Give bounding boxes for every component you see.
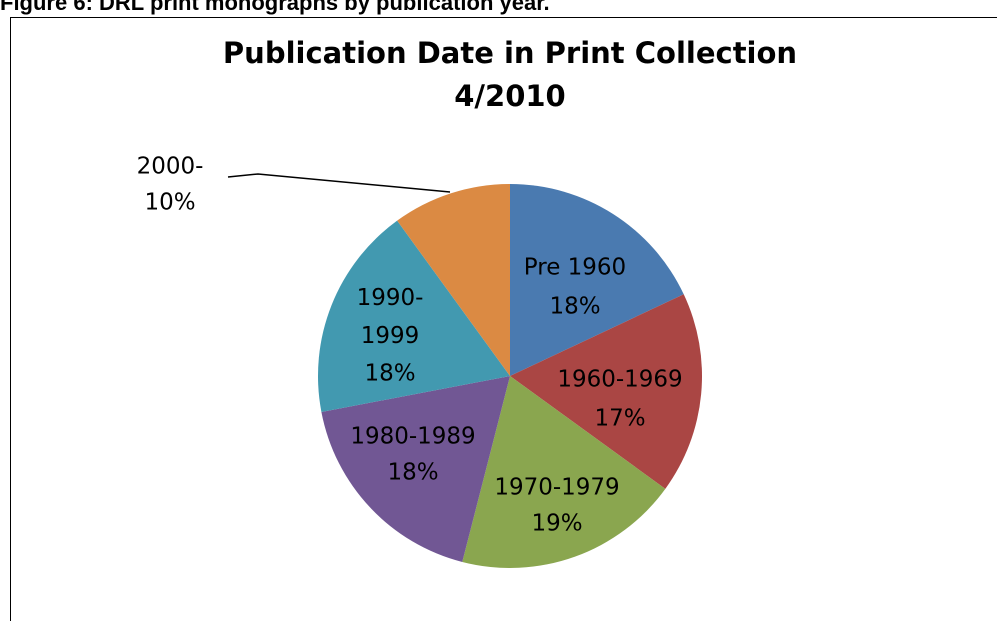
slice-value-label: 18% bbox=[364, 361, 415, 387]
slice-value-label: 18% bbox=[549, 294, 600, 320]
slice-label: Pre 1960 bbox=[524, 255, 626, 281]
caption: Figure 6: DRL print monographs by public… bbox=[0, 0, 550, 15]
pie-slice bbox=[397, 184, 510, 376]
slice-value-label: 17% bbox=[594, 406, 645, 432]
slice-value-label: 10% bbox=[144, 190, 195, 216]
slice-label: 2000- bbox=[137, 154, 204, 180]
pie-slice bbox=[510, 294, 702, 489]
slice-label: 1970-1979 bbox=[494, 475, 619, 501]
leader-line bbox=[227, 173, 451, 193]
pie-slice bbox=[462, 376, 666, 568]
slice-label: 1980-1989 bbox=[350, 424, 475, 450]
pie-slice bbox=[510, 184, 684, 376]
slice-label: 1960-1969 bbox=[557, 367, 682, 393]
slice-value-label: 19% bbox=[531, 511, 582, 537]
pie-slice bbox=[321, 376, 510, 562]
chart-subtitle: 4/2010 bbox=[454, 79, 565, 113]
chart-title: Publication Date in Print Collection bbox=[223, 36, 797, 70]
pie-slice bbox=[318, 220, 510, 412]
slice-value-label: 18% bbox=[387, 460, 438, 486]
slice-label: 1990-1999 bbox=[357, 285, 424, 349]
